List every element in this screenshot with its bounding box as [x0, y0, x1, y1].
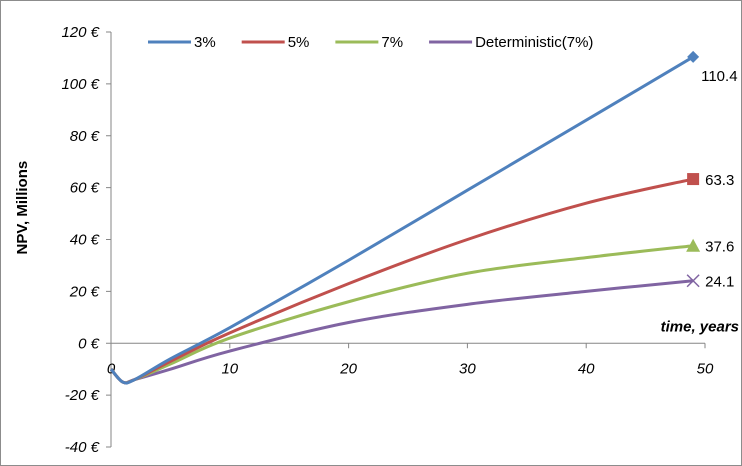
series-lines [109, 55, 694, 385]
legend-item: Deterministic(7%) [429, 34, 593, 51]
x-tick-label: 40 [578, 360, 595, 377]
series-line [109, 55, 694, 385]
end-markers [686, 50, 701, 288]
y-tick-labels: 120 € 100 € 80 € 60 € 40 € 20 € 0 € -20 € -40 € [61, 24, 111, 456]
x-tick-labels: 0 10 20 30 40 50 [107, 343, 714, 377]
end-value-label: 110.4 [701, 68, 737, 85]
end-labels: 110.4 63.3 37.6 24.1 [701, 68, 737, 291]
y-tick-label: 20 € [69, 283, 100, 300]
end-value-label: 37.6 [705, 239, 734, 256]
marker-square [687, 173, 700, 186]
x-axis-label: time, years [661, 318, 739, 335]
marker-triangle [686, 238, 701, 252]
y-tick-label: 60 € [70, 180, 100, 197]
y-tick-label: 0 € [78, 335, 100, 352]
y-tick-label: -40 € [65, 439, 100, 456]
x-tick-label: 0 [107, 360, 116, 377]
marker-x [686, 274, 700, 288]
marker-diamond [687, 50, 700, 63]
end-value-label: 24.1 [705, 274, 734, 291]
legend-item: 7% [335, 34, 403, 51]
y-tick-label: 100 € [61, 76, 99, 93]
y-tick-label: 120 € [61, 24, 99, 41]
legend-item: 5% [241, 34, 310, 51]
end-value-label: 63.3 [705, 172, 734, 189]
x-tick-label: 10 [221, 360, 238, 377]
legend-label: 3% [194, 34, 216, 51]
legend-label: 5% [288, 34, 310, 51]
legend-label: Deterministic(7%) [475, 34, 593, 51]
x-tick-label: 20 [339, 360, 357, 377]
y-axis-label: NPV, Millions [14, 161, 31, 255]
y-tick-label: -20 € [65, 387, 100, 404]
legend-item: 3% [148, 34, 216, 51]
x-tick-label: 30 [459, 360, 476, 377]
y-tick-label: 40 € [70, 232, 100, 249]
legend: 3% 5% 7% Deterministic(7%) [148, 34, 593, 51]
legend-label: 7% [381, 34, 403, 51]
x-tick-label: 50 [697, 360, 714, 377]
y-tick-label: 80 € [70, 128, 100, 145]
